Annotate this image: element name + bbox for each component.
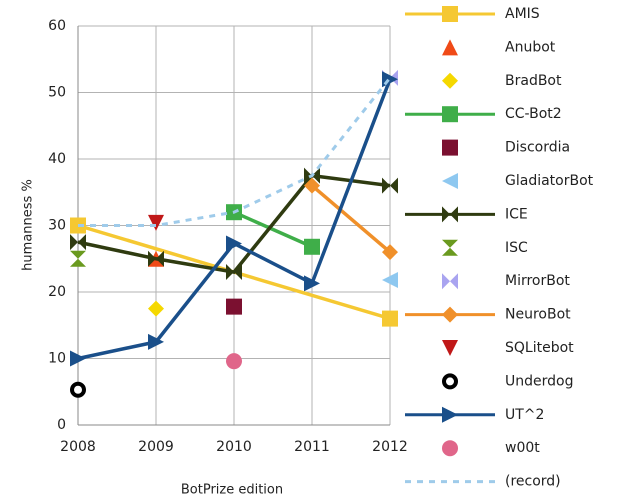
data-point <box>70 234 86 251</box>
legend-marker <box>442 406 458 423</box>
series-line <box>233 210 313 249</box>
y-tick-label: 20 <box>48 284 66 300</box>
legend-label: ISC <box>505 240 528 256</box>
legend-marker <box>442 373 458 390</box>
data-point <box>70 250 86 267</box>
legend-label: MirrorBot <box>505 273 570 289</box>
y-tick-label: 0 <box>57 417 66 433</box>
y-tick-label: 10 <box>48 351 66 367</box>
legend-label: UT^2 <box>505 407 544 423</box>
data-point <box>382 244 398 261</box>
legend-label: Discordia <box>505 140 570 156</box>
legend-marker <box>442 139 458 156</box>
data-point <box>382 310 398 327</box>
data-point <box>304 238 320 255</box>
series-line <box>78 76 392 227</box>
legend-marker <box>442 72 458 89</box>
legend-marker <box>442 340 458 356</box>
data-point <box>382 177 398 194</box>
legend-marker <box>442 39 458 56</box>
legend-label: CC-Bot2 <box>505 106 562 122</box>
legend-marker <box>442 440 458 457</box>
data-point <box>148 300 164 317</box>
y-tick-label: 60 <box>48 18 66 34</box>
data-point <box>70 381 86 398</box>
data-point <box>148 214 164 231</box>
legend-marker <box>442 306 458 323</box>
legend-marker <box>442 173 458 189</box>
data-point <box>226 298 242 315</box>
x-tick-label: 2012 <box>372 439 408 455</box>
y-tick-label: 40 <box>48 151 66 167</box>
legend-label: (record) <box>505 474 561 490</box>
legend-label: GladiatorBot <box>505 173 594 189</box>
legend-label: w00t <box>505 440 540 456</box>
legend-label: SQLitebot <box>505 340 574 356</box>
legend-marker <box>442 6 458 22</box>
x-tick-label: 2008 <box>60 439 96 455</box>
x-tick-label: 2010 <box>216 439 252 455</box>
data-point <box>304 275 320 292</box>
legend-label: Underdog <box>505 373 573 389</box>
legend-label: AMIS <box>505 6 540 22</box>
data-point <box>226 264 242 281</box>
y-tick-label: 30 <box>48 218 66 234</box>
data-point <box>382 272 398 289</box>
data-point <box>70 350 86 367</box>
legend-marker <box>442 206 458 223</box>
data-point <box>304 177 320 194</box>
legend-marker <box>442 273 458 290</box>
data-point <box>148 333 164 350</box>
y-axis-label: humanness % <box>21 179 36 271</box>
x-tick-label: 2011 <box>294 439 330 455</box>
x-tick-label: 2009 <box>138 439 174 455</box>
legend-label: BradBot <box>505 73 562 89</box>
data-point <box>148 250 164 267</box>
series-line <box>310 184 392 254</box>
legend-label: ICE <box>505 206 528 222</box>
data-point <box>226 235 242 252</box>
legend-label: Anubot <box>505 39 556 55</box>
y-tick-label: 50 <box>48 85 66 101</box>
legend-marker <box>442 239 458 256</box>
legend-label: NeuroBot <box>505 307 571 323</box>
x-axis-label: BotPrize edition <box>181 483 283 498</box>
data-point <box>226 353 242 370</box>
legend-marker <box>442 106 458 123</box>
